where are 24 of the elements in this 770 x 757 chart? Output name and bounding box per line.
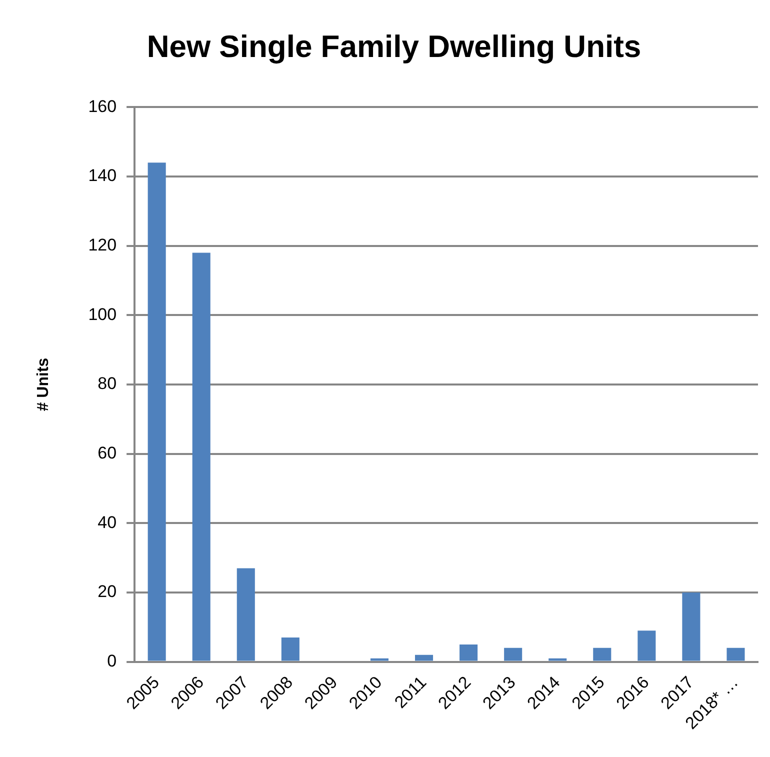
y-tick-label: 80 [98, 374, 117, 394]
y-tick-label: 160 [88, 96, 117, 116]
bar [148, 162, 166, 661]
y-tick-label: 140 [88, 166, 117, 186]
bar [415, 654, 434, 661]
y-tick-label: 100 [88, 304, 117, 324]
bar [460, 644, 478, 661]
bar [682, 592, 700, 661]
bar [281, 638, 300, 661]
y-tick-label: 120 [88, 236, 117, 255]
y-axis-title: # Units [35, 358, 52, 412]
bar [192, 252, 210, 661]
bar [504, 648, 522, 661]
bar [726, 648, 745, 661]
bar [593, 648, 612, 661]
y-tick-label: 60 [98, 444, 117, 463]
chart-title: New Single Family Dwelling Units [146, 29, 642, 64]
bar [548, 658, 567, 661]
bar [370, 658, 389, 661]
y-tick-label: 40 [98, 512, 117, 532]
bar [236, 568, 255, 661]
y-tick-label: 20 [98, 582, 117, 602]
y-tick-label: 0 [107, 651, 117, 670]
bar [638, 630, 656, 661]
